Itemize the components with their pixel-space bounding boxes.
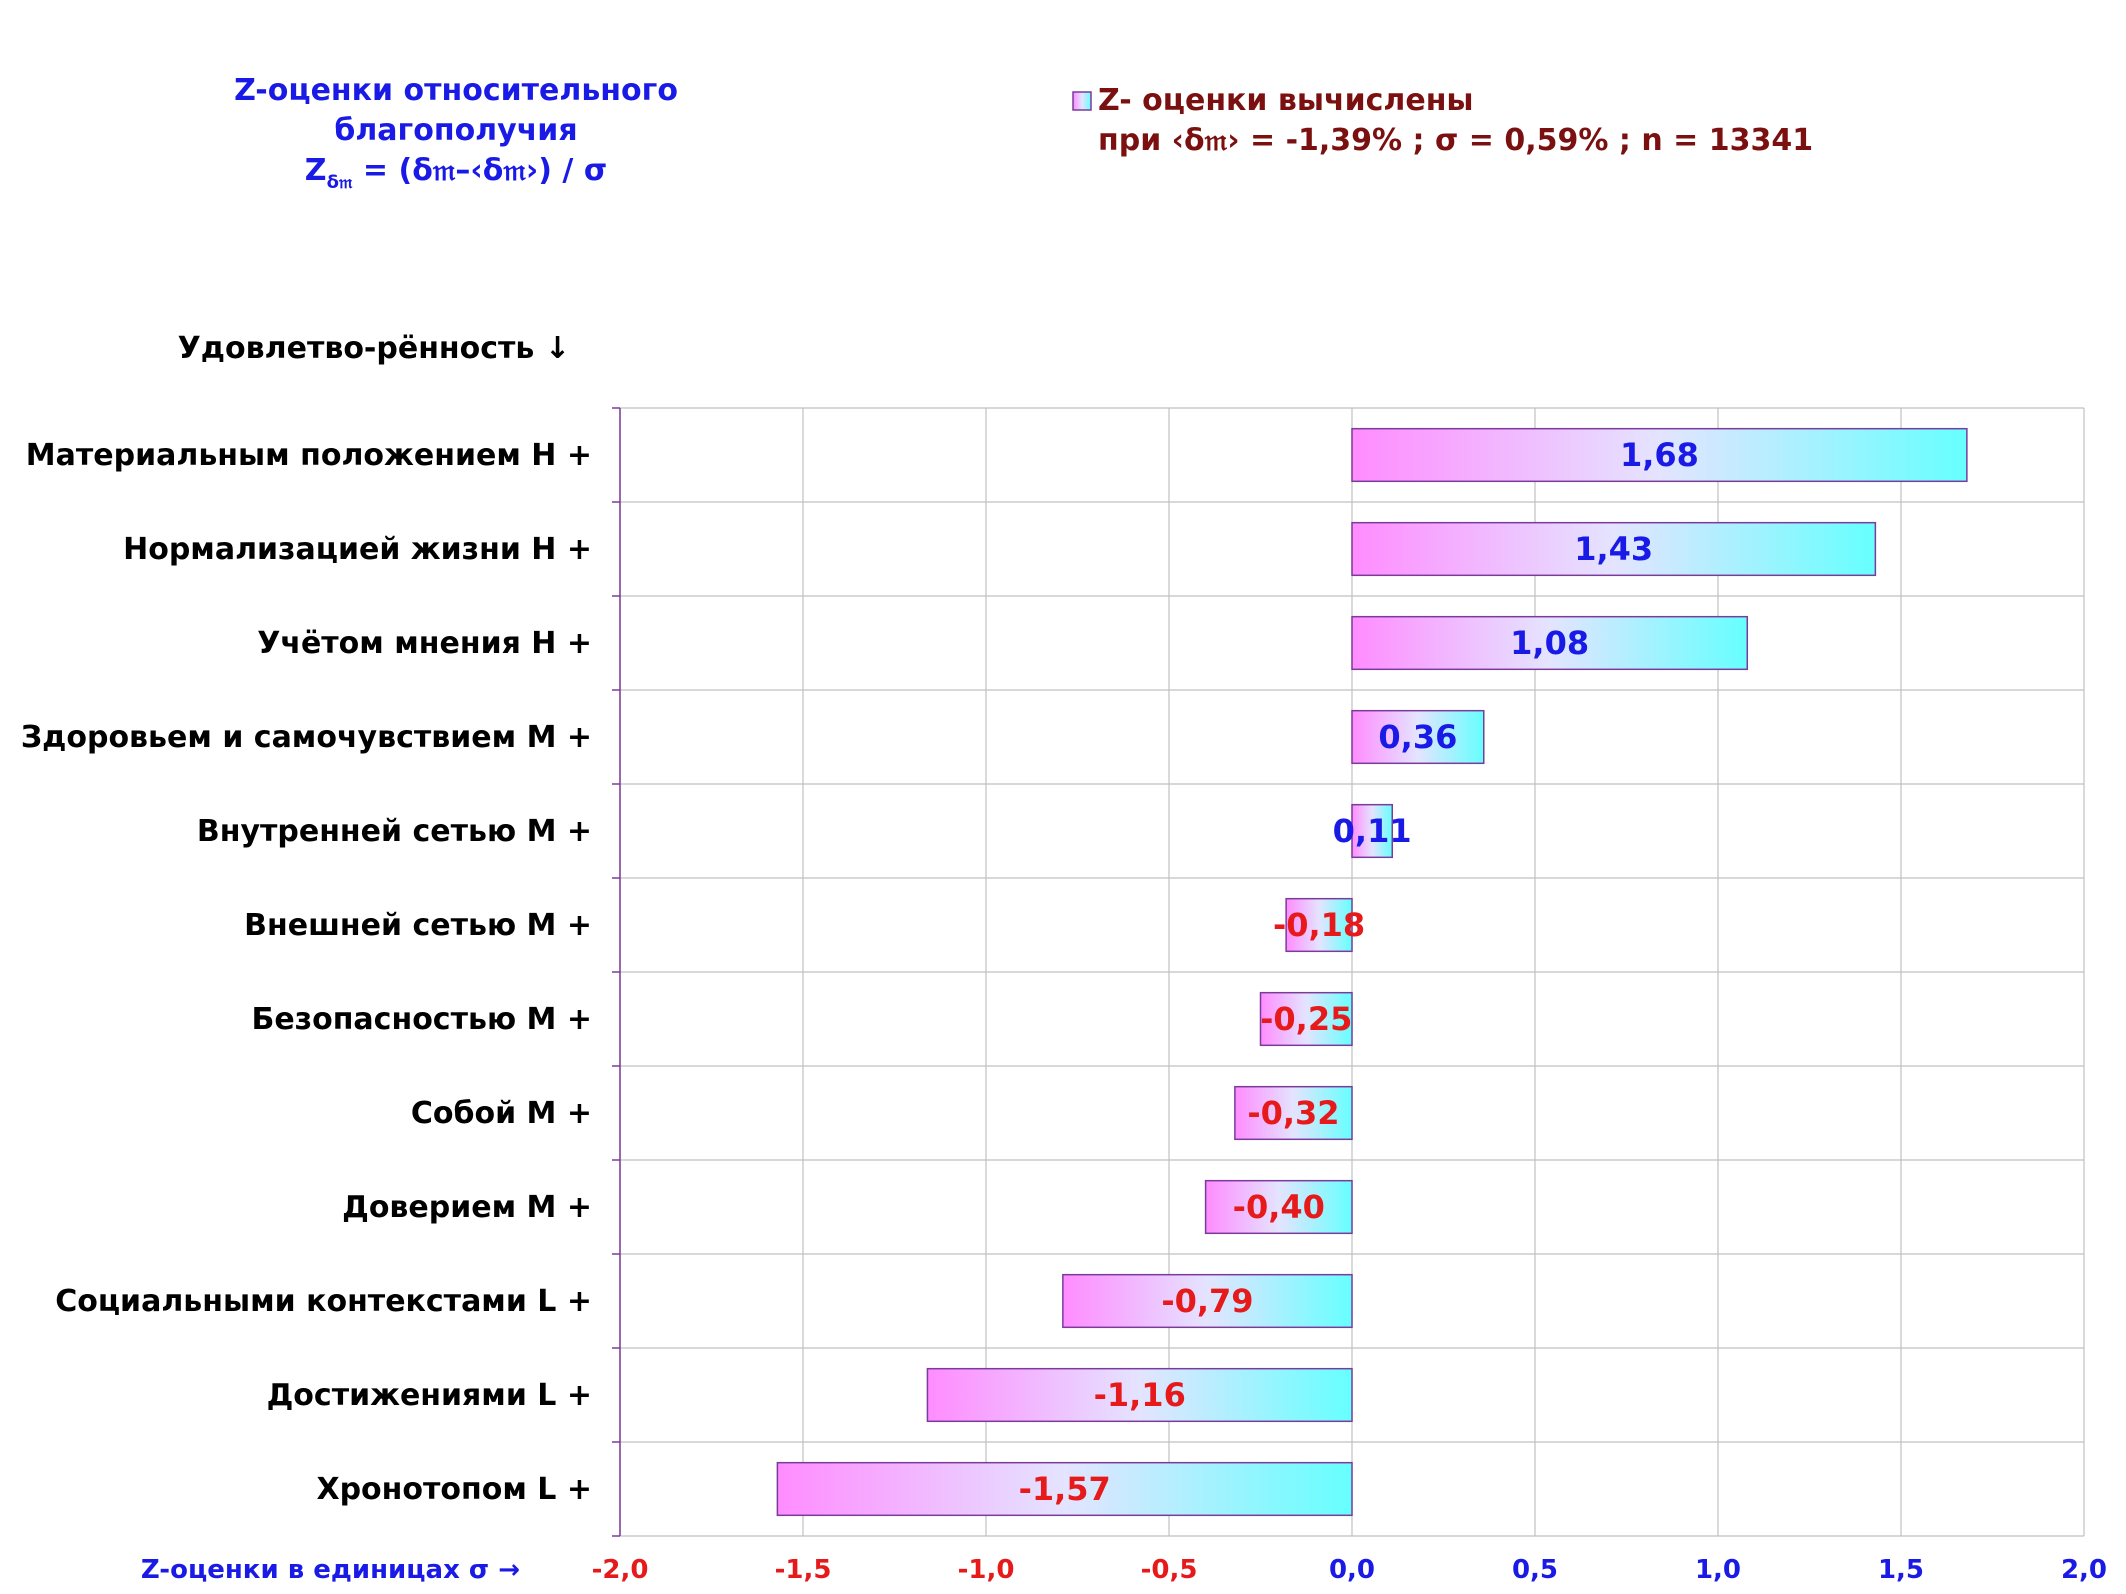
title-formula: Zδ𝔪 = (δ𝔪–‹δ𝔪›) / σ	[305, 153, 607, 193]
bar-2	[1351, 615, 1749, 671]
bar-8	[1204, 1179, 1353, 1235]
bar-value-label-8: -0,40	[1233, 1188, 1325, 1226]
formula-lhs: Z	[305, 153, 327, 188]
category-label-2: Учётом мнения H +	[257, 626, 592, 661]
bar-7	[1234, 1085, 1353, 1141]
category-label-5: Внешней сетью M +	[244, 908, 592, 943]
bars: 1,68 1,43 1,08 0,36 0,11 -0,18 -0,25 -0,32 -0,40…	[776, 427, 1968, 1517]
category-label-8: Доверием M +	[342, 1190, 592, 1225]
bar-1	[1351, 521, 1877, 577]
bar-value-label-5: -0,18	[1273, 906, 1365, 944]
bar-value-label-3: 0,36	[1378, 718, 1457, 756]
category-label-6: Безопасностью M +	[251, 1002, 592, 1037]
bar-value-label-6: -0,25	[1260, 1000, 1352, 1038]
category-label-3: Здоровьем и самочувствием M +	[21, 720, 592, 755]
bar-6	[1259, 991, 1353, 1047]
bar-value-label-9: -0,79	[1161, 1282, 1253, 1320]
x-tick-label-7: 1,5	[1878, 1555, 1924, 1585]
y-axis-header: Удовлетво-рённость ↓	[178, 331, 570, 366]
x-tick-label-8: 2,0	[2061, 1555, 2107, 1585]
formula-sub: δ𝔪	[327, 172, 353, 193]
x-tick-label-2: -1,0	[958, 1555, 1015, 1585]
legend-swatch	[1072, 91, 1092, 111]
bar-9	[1062, 1273, 1353, 1329]
x-tick-label-3: -0,5	[1141, 1555, 1198, 1585]
category-label-11: Хронотопом L +	[316, 1472, 592, 1507]
x-tick-labels: -2,0 -1,5 -1,0 -0,5 0,0 0,5 1,0 1,5 2,0	[592, 1555, 2107, 1585]
legend-note: при ‹δ𝔪› = -1,39% ; σ = 0,59% ; n = 1334…	[1098, 123, 1813, 158]
category-label-10: Достижениями L +	[267, 1378, 592, 1413]
chart-title: Z-оценки относительного благополучия Zδ𝔪…	[234, 73, 678, 193]
bar-3	[1351, 709, 1485, 765]
bar-value-label-10: -1,16	[1094, 1376, 1186, 1414]
bar-0	[1351, 427, 1968, 483]
category-label-7: Собой M +	[411, 1096, 592, 1131]
x-tick-label-4: 0,0	[1329, 1555, 1375, 1585]
x-tick-label-0: -2,0	[592, 1555, 649, 1585]
x-tick-label-6: 1,0	[1695, 1555, 1741, 1585]
x-axis-label: Z-оценки в единицах σ →	[141, 1555, 520, 1585]
category-labels: Материальным положением H + Нормализацией…	[21, 438, 592, 1507]
bar-4	[1351, 803, 1394, 859]
category-label-0: Материальным положением H +	[26, 438, 592, 473]
bar-5	[1285, 897, 1353, 953]
bar-11	[776, 1461, 1353, 1517]
category-label-1: Нормализацией жизни H +	[123, 532, 592, 567]
formula-rhs: = (δ𝔪–‹δ𝔪›) / σ	[352, 153, 607, 188]
title-line-1: Z-оценки относительного	[234, 73, 678, 108]
bar-value-label-1: 1,43	[1574, 530, 1653, 568]
legend-label: Z- оценки вычислены	[1098, 83, 1474, 118]
bar-value-label-11: -1,57	[1019, 1470, 1111, 1508]
grid	[612, 407, 2085, 1537]
bar-value-label-7: -0,32	[1247, 1094, 1339, 1132]
title-line-2: благополучия	[334, 113, 577, 148]
category-label-4: Внутренней сетью M +	[197, 814, 592, 849]
bar-10	[926, 1367, 1353, 1423]
bar-value-label-0: 1,68	[1620, 436, 1699, 474]
bar-value-label-4: 0,11	[1333, 812, 1412, 850]
category-label-9: Социальными контекстами L +	[55, 1284, 592, 1319]
bar-value-label-2: 1,08	[1510, 624, 1589, 662]
legend: Z- оценки вычислены при ‹δ𝔪› = -1,39% ; …	[1072, 83, 1813, 158]
x-tick-label-1: -1,5	[775, 1555, 832, 1585]
x-tick-label-5: 0,5	[1512, 1555, 1558, 1585]
